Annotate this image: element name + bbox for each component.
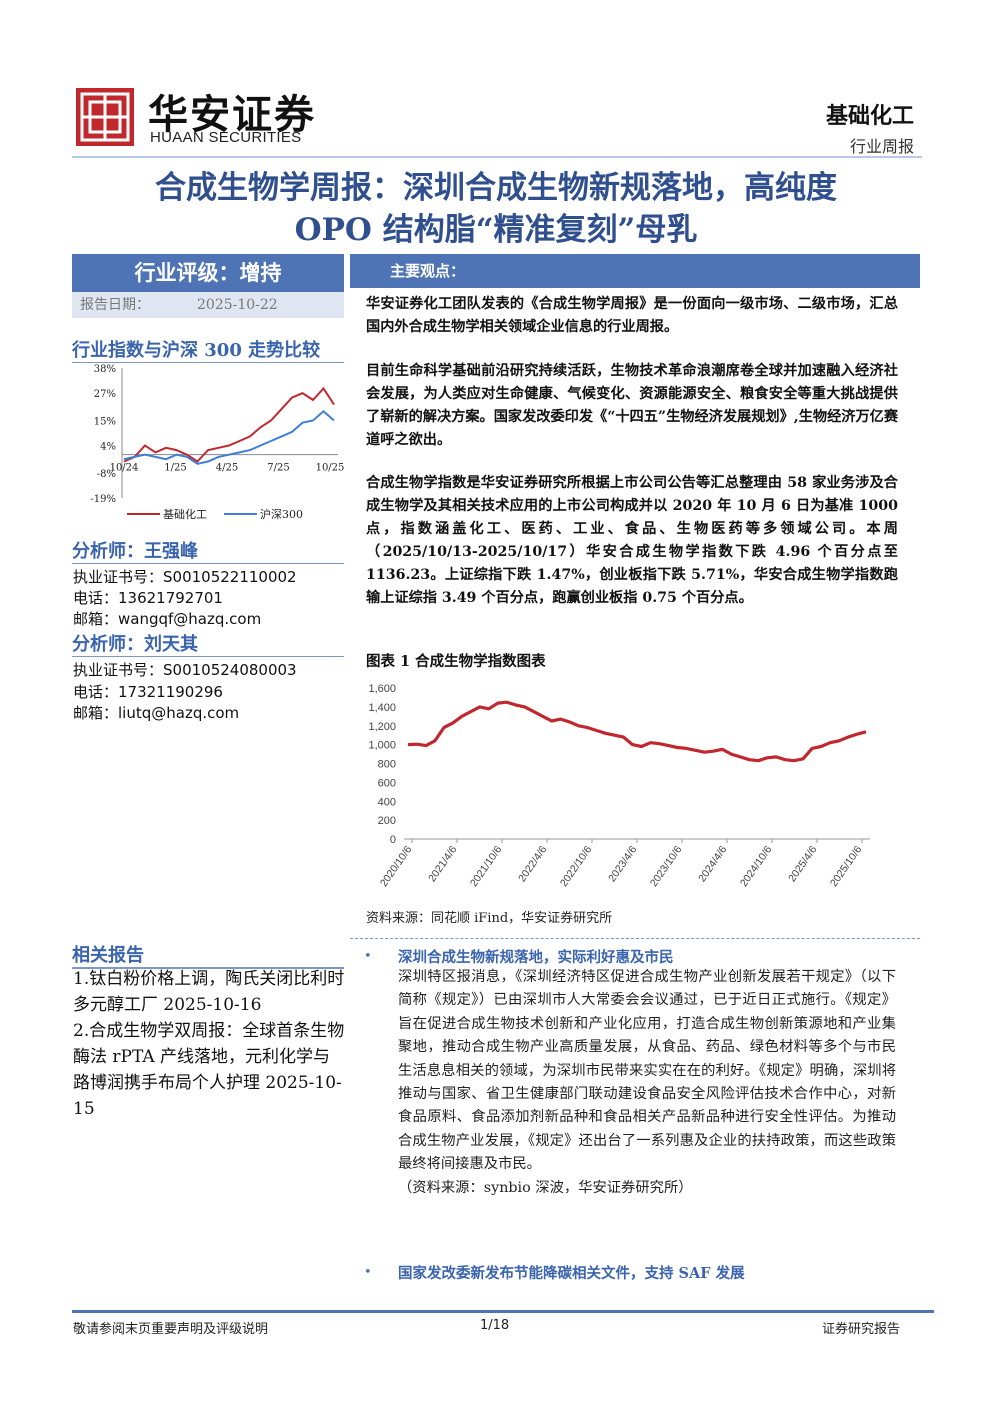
analyst-heading-2: 分析师：刘天其 [72,630,344,657]
big-x-tick-label: 2025/10/6 [828,844,865,889]
big-y-tick-label: 200 [378,815,396,827]
section-divider [350,938,920,940]
report-title-line2: OPO 结构脂“精准复刻”母乳 [294,212,698,248]
big-x-tick-label: 2021/4/6 [426,844,459,884]
big-x-tick-label: 2023/10/6 [648,844,685,889]
mini-y-tick-label: -8% [97,469,116,480]
big-y-tick-label: 1,200 [368,721,396,733]
mini-series-line [123,409,335,465]
big-x-tick-label: 2021/10/6 [468,844,505,889]
industry-rating: 行业评级：增持 [72,254,344,292]
mini-x-tick-label: 4/25 [216,463,238,474]
figure-title: 图表 1 合成生物学指数图表 [366,653,546,670]
legend-label-hs300: 沪深300 [260,507,303,521]
footer-disclaimer: 敬请参阅末页重要声明及评级说明 [73,1322,269,1337]
big-y-tick-label: 600 [378,777,396,789]
synbio-chart-axis: 0 200 400 600 800 1,000 1,200 1,400 1,600 2020/10… [368,683,870,889]
big-x-tick-label: 2022/4/6 [516,844,549,884]
mini-chart-legend: 基础化工 沪深300 [127,507,303,521]
sector-name: 基础化工 [825,103,914,129]
mini-x-tick-label: 7/25 [267,463,289,474]
mini-y-tick-label: 27% [94,389,116,400]
related-reports-heading: 相关报告 [72,941,344,969]
analyst-1-cert: 执业证书号：S0010522110002 [73,568,297,586]
big-y-tick-label: 400 [378,796,396,808]
figure-source: 资料来源：同花顺 iFind，华安证券研究所 [366,911,613,926]
bullet-icon: • [364,949,372,964]
news-body-1-text: 深圳特区报消息，《深圳经济特区促进合成生物产业创新发展若干规定》（以下简称《规定… [398,969,896,1173]
logo-mark [76,88,134,146]
mini-x-tick-label: 10/24 [110,463,139,474]
paragraph-intro: 华安证券化工团队发表的《合成生物学周报》是一份面向一级市场、二级市场，汇总国内外… [366,296,898,335]
mini-y-tick-label: 38% [94,364,116,375]
report-type: 行业周报 [849,137,914,156]
main-views-header: 主要观点： [350,254,920,288]
analyst-1-phone: 电话：13621792701 [73,589,223,607]
mini-y-tick-label: 4% [100,442,116,453]
legend-label-industry: 基础化工 [163,507,207,521]
logo-text-cn: 华安证券 [148,91,316,138]
big-x-tick-label: 2024/4/6 [696,844,729,884]
footer-divider [72,1310,934,1313]
synbio-index-chart: 0 200 400 600 800 1,000 1,200 1,400 1,600 2020/10… [368,683,870,889]
big-x-tick-label: 2025/4/6 [786,844,819,884]
big-x-tick-label: 2023/4/6 [606,844,639,884]
analyst-2-phone: 电话：17321190296 [73,683,223,701]
mini-chart-lines [123,386,335,465]
paragraph-index: 合成生物学指数是华安证券研究所根据上市公司公告等汇总整理由 58 家业务涉及合成… [366,475,898,606]
big-y-tick-label: 1,600 [368,683,396,695]
news-body-1-source: （资料来源：synbio 深波，华安证券研究所） [398,1179,693,1196]
bullet-icon: • [364,1265,372,1280]
news-heading-2: 国家发改委新发布节能降碳相关文件，支持 SAF 发展 [398,1265,745,1282]
big-x-tick-label: 2024/10/6 [738,844,775,889]
news-heading-1: 深圳合成生物新规落地，实际利好惠及市民 [398,949,674,966]
report-title-line1: 合成生物学周报：深圳合成生物新规落地，高纯度 [155,170,837,206]
report-date-label: 报告日期： [80,297,150,313]
big-x-tick-label: 2022/10/6 [558,844,595,889]
mini-chart-axis: 38% 27% 15% 4% -8% -19% 10/24 1/25 4/25 7/25 10/25 [90,364,344,505]
header-divider [72,156,922,158]
news-body-1: 深圳特区报消息，《深圳经济特区促进合成生物产业创新发展若干规定》（以下简称《规定… [398,966,896,1200]
footer-report-label: 证券研究报告 [821,1322,900,1337]
big-y-tick-label: 800 [378,759,396,771]
mini-x-tick-label: 10/25 [316,463,344,474]
analyst-2-cert: 执业证书号：S0010524080003 [73,661,297,679]
report-date-value: 2025-10-22 [197,297,278,313]
mini-x-tick-label: 1/25 [164,463,186,474]
big-y-tick-label: 1,400 [368,702,396,714]
main-views-label: 主要观点： [390,262,466,280]
index-comparison-chart: 38% 27% 15% 4% -8% -19% 10/24 1/25 4/25 7/25 10/25… [90,364,344,521]
index-comparison-heading: 行业指数与沪深 300 走势比较 [72,336,344,363]
big-x-tick-label: 2020/10/6 [378,844,415,889]
analyst-2-email[interactable]: 邮箱：liutq@hazq.com [73,704,240,722]
logo-text-en: HUAAN SECURITIES [150,129,302,146]
mini-y-tick-label: 15% [94,416,116,427]
mini-y-tick-label: -19% [90,494,116,505]
page-number: 1/18 [480,1318,510,1333]
mini-series-line [123,386,335,463]
analyst-heading-1: 分析师：王强峰 [72,537,344,564]
logo-icon [76,88,134,146]
report-date-row: 报告日期： 2025-10-22 [72,292,344,318]
paragraph-background: 目前生命科学基础前沿研究持续活跃，生物技术革命浪潮席卷全球并加速融入经济社会发展… [366,363,899,448]
related-report-2[interactable]: 2.合成生物学双周报：全球首条生物酶法 rPTA 产线落地，元利化学与路博润携手… [73,1021,345,1119]
synbio-index-series [407,700,867,763]
big-y-tick-label: 0 [390,834,396,846]
analyst-1-email[interactable]: 邮箱：wangqf@hazq.com [73,610,262,628]
related-report-1[interactable]: 1.钛白粉价格上调，陶氏关闭比利时多元醇工厂 2025-10-16 [73,969,345,1015]
big-y-tick-label: 1,000 [368,740,396,752]
synbio-chart-line [407,700,867,763]
